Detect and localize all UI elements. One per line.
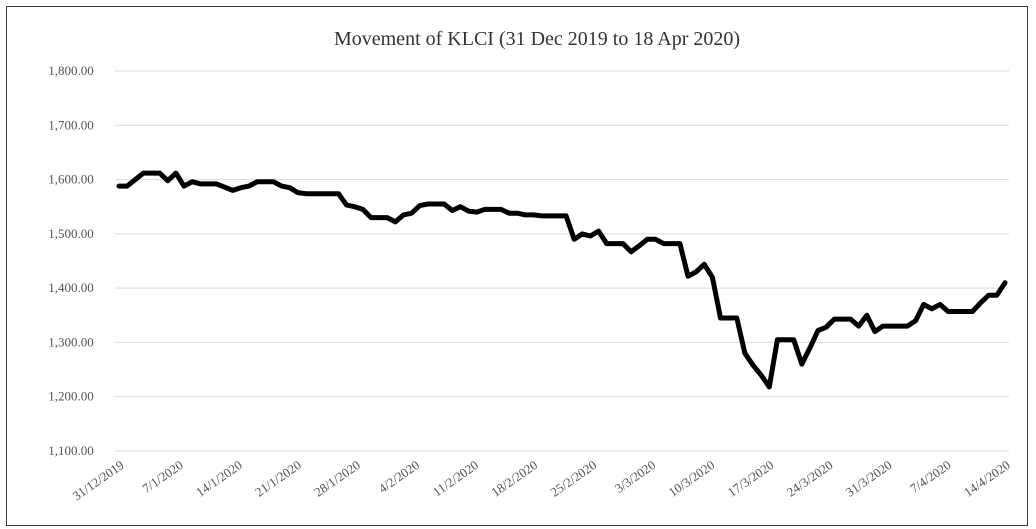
x-tick-label: 18/2/2020 xyxy=(488,457,540,500)
x-tick-label: 14/4/2020 xyxy=(961,457,1013,500)
y-tick-label: 1,800.00 xyxy=(48,63,94,78)
y-tick-label: 1,500.00 xyxy=(48,226,94,241)
x-tick-label: 21/1/2020 xyxy=(252,457,304,500)
x-tick-label: 17/3/2020 xyxy=(725,457,777,500)
y-tick-label: 1,100.00 xyxy=(48,443,94,458)
x-tick-label: 25/2/2020 xyxy=(547,457,599,500)
x-tick-label: 31/3/2020 xyxy=(843,457,895,500)
gridlines xyxy=(115,70,1009,452)
y-tick-label: 1,400.00 xyxy=(48,280,94,295)
x-tick-label: 7/4/2020 xyxy=(907,457,953,496)
y-tick-label: 1,600.00 xyxy=(48,172,94,187)
x-tick-label: 14/1/2020 xyxy=(193,457,245,500)
x-tick-label: 11/2/2020 xyxy=(430,457,481,499)
x-tick-label: 7/1/2020 xyxy=(139,457,185,496)
x-tick-label: 28/1/2020 xyxy=(311,457,363,500)
chart-frame: Movement of KLCI (31 Dec 2019 to 18 Apr … xyxy=(6,6,1028,526)
series-layer xyxy=(116,170,1008,390)
y-axis-ticks: 1,100.00 1,200.00 1,300.00 1,400.00 1,500.00… xyxy=(48,63,94,458)
x-tick-label: 24/3/2020 xyxy=(784,457,836,500)
y-tick-label: 1,700.00 xyxy=(48,117,94,132)
chart-title: Movement of KLCI (31 Dec 2019 to 18 Apr … xyxy=(334,28,740,50)
x-tick-label: 4/2/2020 xyxy=(376,457,422,496)
series-line xyxy=(116,170,1008,390)
x-tick-label: 31/12/2019 xyxy=(70,457,127,503)
line-chart: Movement of KLCI (31 Dec 2019 to 18 Apr … xyxy=(48,28,1013,503)
x-axis-ticks: 31/12/2019 7/1/2020 14/1/2020 21/1/2020 28/1… xyxy=(70,457,1013,503)
y-tick-label: 1,200.00 xyxy=(48,389,94,404)
x-tick-label: 10/3/2020 xyxy=(666,457,718,500)
x-tick-label: 3/3/2020 xyxy=(612,457,658,496)
y-tick-label: 1,300.00 xyxy=(48,334,94,349)
